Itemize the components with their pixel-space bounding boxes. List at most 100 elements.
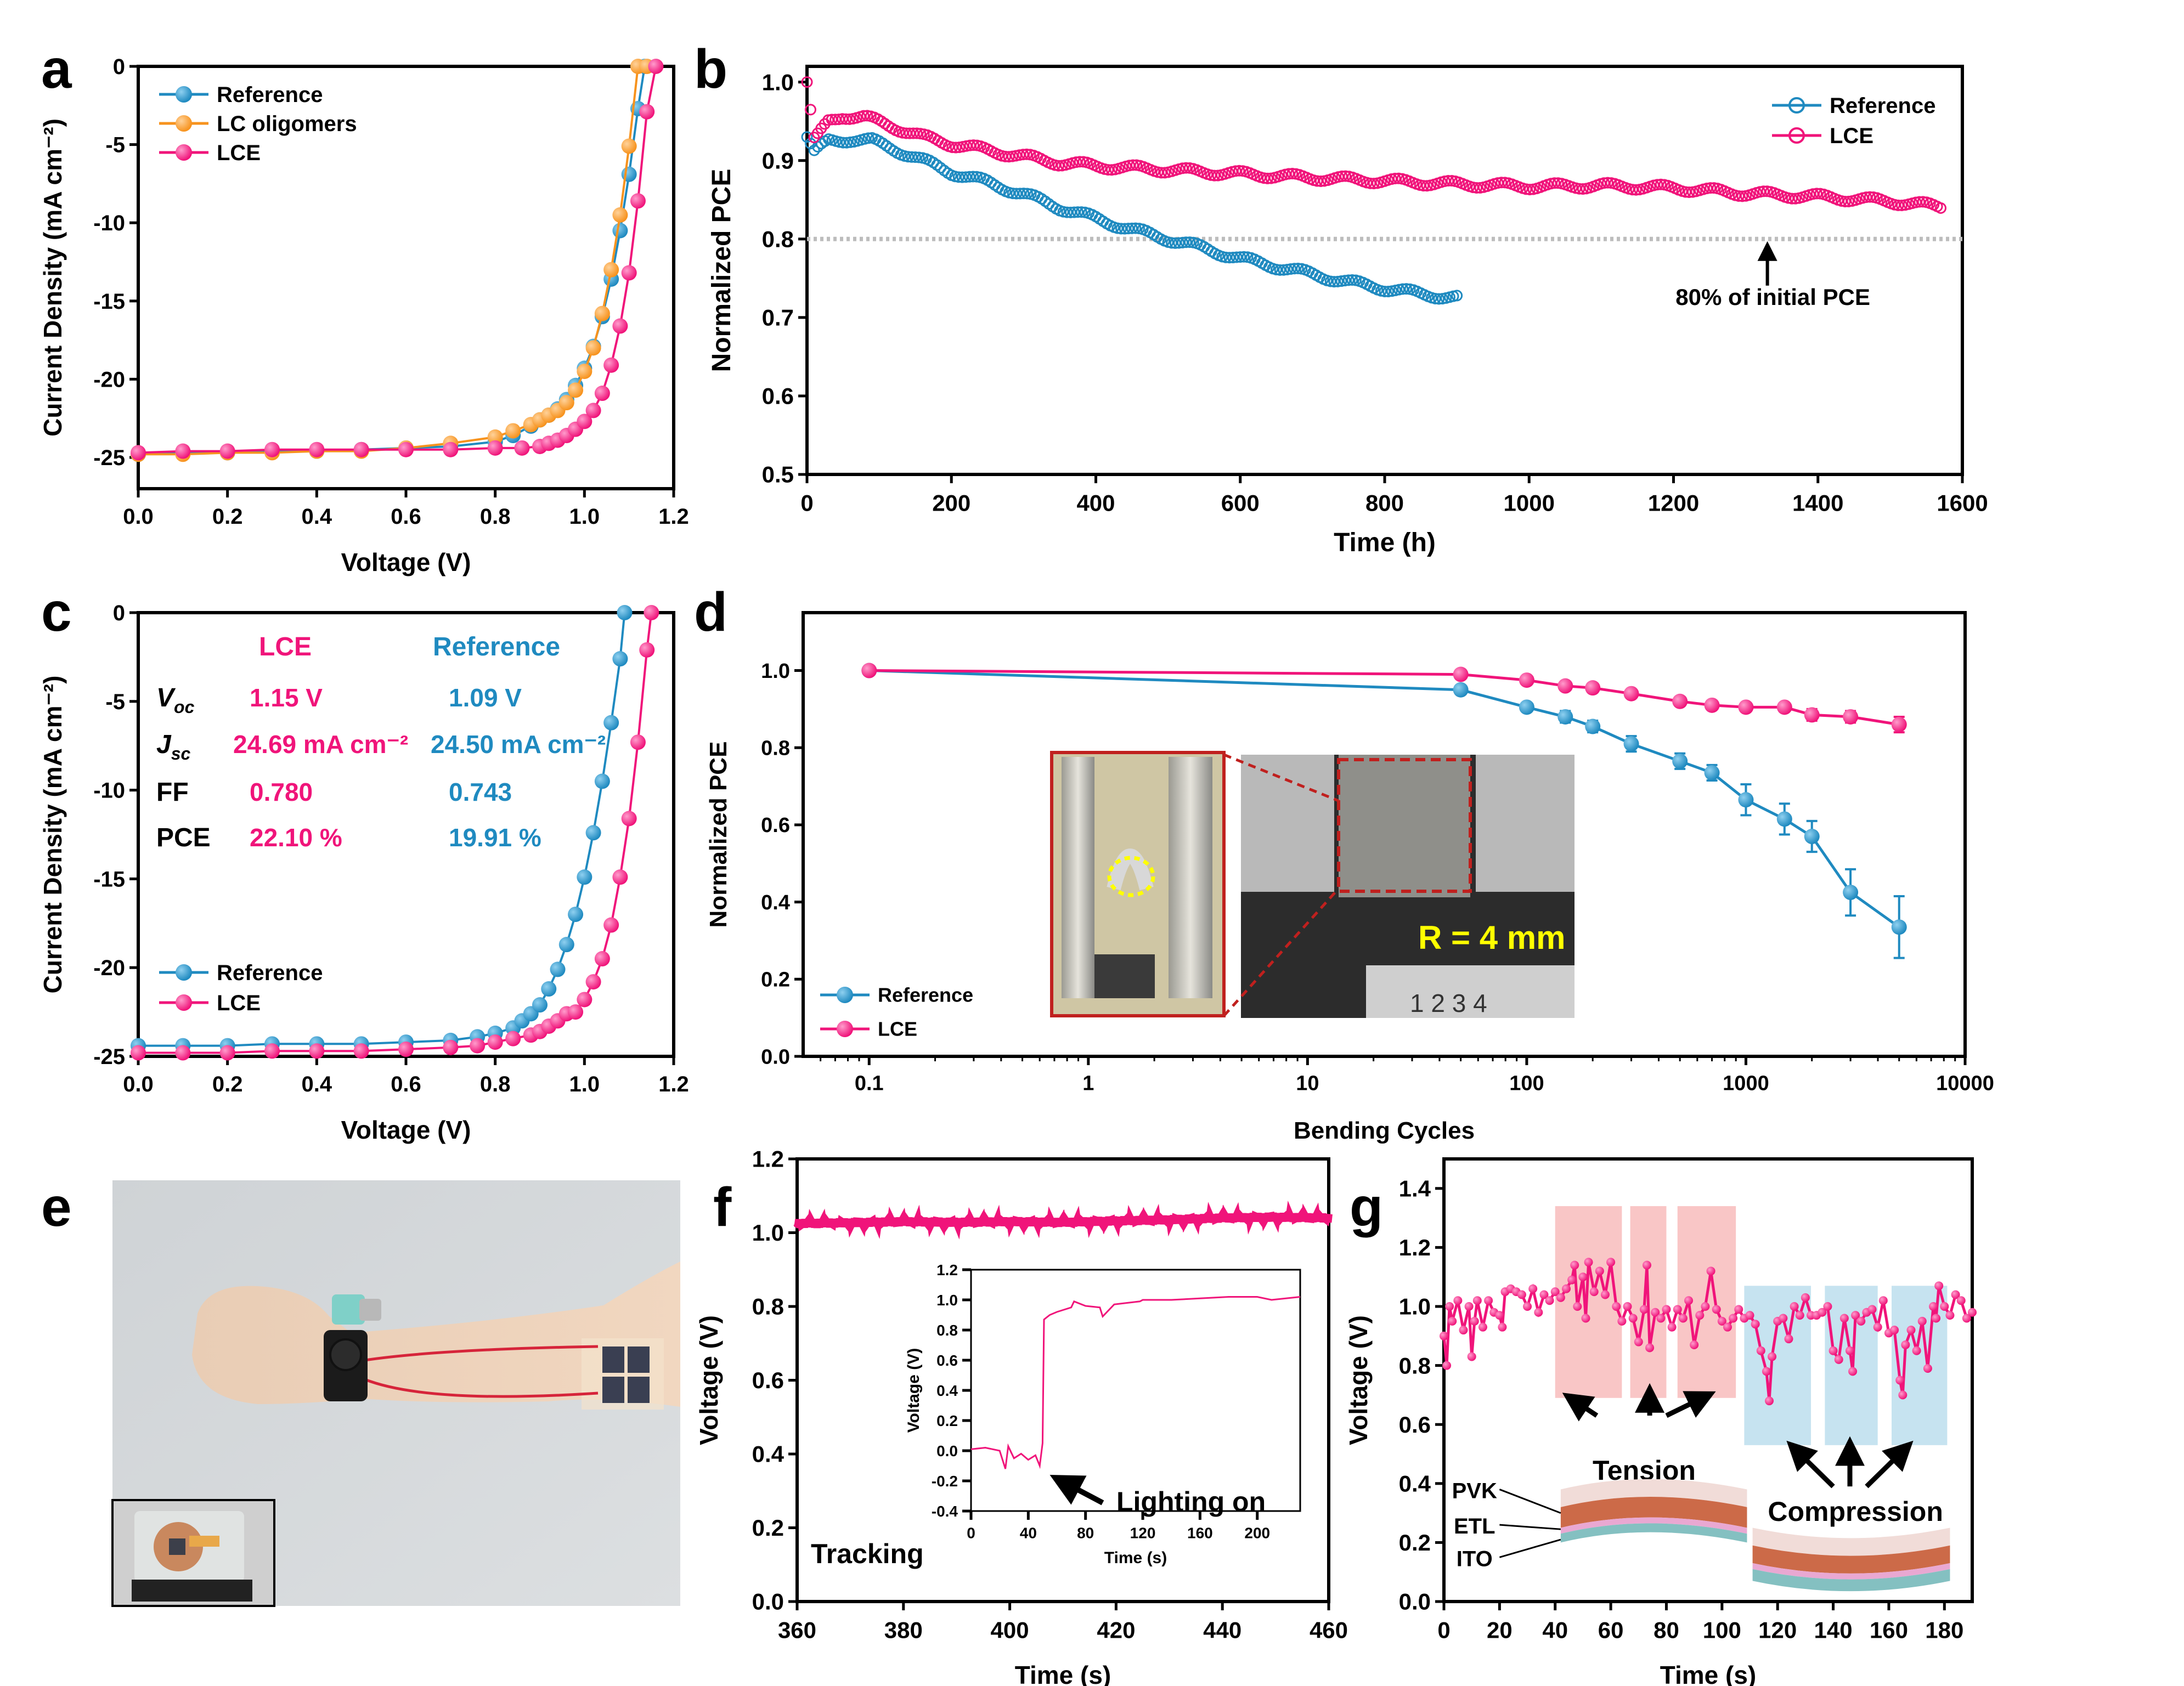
jv-point [612, 223, 628, 239]
stability-point [1234, 251, 1246, 263]
bending-point [1557, 709, 1573, 725]
y-tick-label: 1.0 [762, 69, 794, 95]
stability-point [1577, 183, 1589, 195]
x-tick-label: 440 [1203, 1617, 1241, 1643]
x-tick-label: 420 [1097, 1617, 1135, 1643]
chart-g-strain-voltage: 0 20 40 60 80 100 120 140 160 180 0.0 0.2 0.4 0.6 0.8 1… [1344, 1157, 1977, 1686]
jv-point [353, 1043, 369, 1059]
stability-point [1064, 206, 1076, 218]
jv-point [558, 937, 574, 953]
layer-label-ito: ITO [1457, 1547, 1493, 1571]
strain-point [1729, 1314, 1738, 1323]
legend-marker [176, 144, 192, 161]
strain-point [1762, 1367, 1771, 1376]
strain-point [1901, 1340, 1910, 1349]
x-tick-label: 180 [1925, 1617, 1963, 1643]
table-header-reference: Reference [433, 632, 560, 661]
panel-label-c: c [41, 581, 72, 643]
y-tick-label: 0.6 [761, 814, 790, 837]
strain-point [1856, 1316, 1866, 1326]
x-tick-label: 0.4 [302, 1072, 332, 1096]
strain-point [1818, 1308, 1827, 1317]
y-tick-label: -25 [93, 1045, 125, 1069]
stability-point [950, 142, 962, 154]
stability-point [1227, 252, 1239, 264]
x-tick-label: 0.0 [123, 1072, 154, 1096]
chart-f-voltage-tracking: 360 380 400 420 440 4600.00.20.40.60.81.01.2T… [695, 1146, 1348, 1686]
plot-frame [1442, 1157, 1974, 1603]
stability-point [1115, 223, 1127, 235]
x-tick-label: 40 [1542, 1617, 1568, 1643]
inset-tape [189, 1536, 219, 1547]
y-tick-label: -5 [105, 133, 125, 157]
strain-point [1472, 1296, 1482, 1305]
jv-point [219, 1045, 235, 1061]
stability-point [840, 113, 852, 125]
y-tick-label: 0.8 [752, 1294, 784, 1320]
y-tick-label: -20 [93, 367, 125, 392]
table-value-lce: 0.780 [250, 778, 313, 806]
strain-point [1895, 1376, 1905, 1385]
bending-point [1557, 678, 1573, 694]
x-tick-label: 80 [1653, 1617, 1679, 1643]
jv-point [630, 193, 646, 209]
stability-point [1053, 160, 1065, 172]
bending-point [1672, 753, 1688, 769]
strain-point [1951, 1290, 1960, 1299]
jv-point [541, 981, 557, 997]
layer-label-etl: ETL [1454, 1514, 1495, 1538]
strain-point [1595, 1266, 1604, 1276]
inset-trace [970, 1296, 1301, 1469]
x-tick-label: 0.6 [391, 1072, 421, 1096]
stability-point [1061, 206, 1073, 218]
stability-point [967, 171, 979, 183]
stability-point [1471, 182, 1483, 194]
rig-plate-left [1241, 755, 1334, 892]
y-tick-label: 1.0 [752, 1220, 784, 1246]
rig-clamp [1339, 755, 1470, 897]
strain-point [1712, 1305, 1721, 1314]
jv-point [487, 440, 503, 456]
x-tick-label: 20 [1487, 1617, 1513, 1643]
strain-point [1890, 1326, 1899, 1335]
strain-point [1898, 1390, 1908, 1400]
y-tick-label: 0 [113, 55, 125, 79]
stability-point [1433, 293, 1445, 305]
strain-point [1634, 1337, 1643, 1346]
stability-point [1382, 286, 1395, 298]
param-subscript: sc [171, 744, 191, 763]
strain-point [1550, 1287, 1560, 1297]
jv-point [577, 364, 592, 380]
stability-point [1020, 148, 1032, 160]
stability-point [1130, 222, 1142, 234]
strain-point [1448, 1316, 1457, 1326]
panel-label-a: a [41, 38, 72, 100]
jv-point [594, 951, 610, 967]
y-tick-label: 0.4 [761, 891, 790, 914]
strain-point [1442, 1361, 1452, 1370]
strain-point [1878, 1296, 1888, 1305]
strain-point [1723, 1322, 1732, 1332]
strain-point [1478, 1322, 1487, 1332]
lighting-label: Lighting on [1116, 1486, 1266, 1517]
x-tick-label: 200 [932, 490, 970, 516]
bending-point [1738, 792, 1754, 808]
stability-point [1285, 263, 1297, 275]
jv-point [577, 414, 592, 429]
stability-point [909, 151, 921, 163]
strain-point [1539, 1290, 1549, 1299]
bending-point [1891, 919, 1907, 935]
y-tick-label: -10 [93, 779, 125, 803]
x-tick-label: 1400 [1792, 490, 1843, 516]
closeup-yellow-circle [1107, 856, 1155, 897]
stability-point [902, 151, 914, 163]
y-tick-label: 1.0 [761, 660, 790, 683]
strain-point [1453, 1296, 1463, 1305]
stability-point [805, 138, 817, 150]
stability-point [1364, 177, 1376, 189]
jv-point [443, 442, 459, 457]
legend-marker [176, 115, 192, 132]
stability-point [1288, 263, 1300, 275]
wire-red-2 [364, 1378, 599, 1398]
strain-point [1656, 1314, 1666, 1323]
